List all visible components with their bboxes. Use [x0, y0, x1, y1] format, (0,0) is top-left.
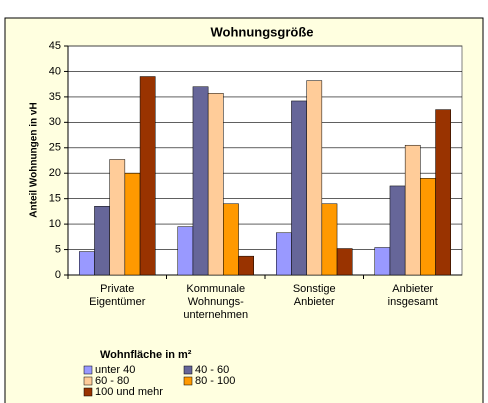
y-tick-label: 25	[49, 142, 61, 154]
bar	[238, 255, 255, 276]
legend-swatch	[183, 365, 193, 375]
bar	[276, 232, 292, 276]
legend-swatch	[83, 387, 93, 397]
bar	[124, 172, 141, 276]
bar	[79, 251, 95, 276]
bar	[404, 144, 421, 276]
legend-label: 40 - 60	[195, 364, 229, 376]
y-tick-label: 20	[49, 167, 61, 179]
y-tick-label: 15	[49, 193, 61, 205]
legend-label: 80 - 100	[195, 375, 235, 387]
bar	[336, 248, 353, 276]
bar	[177, 226, 194, 276]
legend-label: 60 - 80	[95, 375, 129, 387]
bar	[94, 206, 110, 276]
bar	[207, 93, 224, 276]
x-tick-label-line: Private	[100, 283, 134, 295]
legend-title: Wohnfläche in m²	[100, 349, 192, 361]
bar	[321, 203, 338, 276]
legend-swatch	[83, 376, 93, 386]
x-tick-label-line: Anbieter	[392, 283, 433, 295]
x-tick-label: Kommunale Wohnungs-unternehmen	[183, 283, 248, 321]
chart-title: Wohnungsgröße	[210, 24, 313, 39]
y-tick-label: 5	[55, 243, 61, 255]
legend-label: unter 40	[95, 364, 135, 376]
bar	[389, 185, 406, 276]
y-tick-label: 45	[49, 40, 61, 52]
x-tick-label: Anbieter insgesamt	[388, 283, 438, 308]
x-tick-label-line: Eigentümer	[89, 296, 146, 308]
y-tick-label: 35	[49, 91, 61, 103]
x-tick-label-line: Sonstige	[293, 283, 336, 295]
bar	[291, 100, 307, 276]
x-tick-label-line: Wohnungs-	[188, 296, 244, 308]
bar	[109, 159, 126, 276]
bar	[374, 247, 391, 276]
y-tick-label: 0	[55, 269, 61, 281]
y-tick-label: 40	[49, 65, 61, 77]
x-tick-label-line: insgesamt	[388, 296, 438, 308]
bar	[435, 109, 451, 276]
y-tick-label: 10	[49, 218, 61, 230]
bar	[420, 178, 436, 276]
bar	[192, 86, 209, 276]
x-tick-label-line: Kommunale	[186, 283, 245, 295]
legend-label: 100 und mehr	[95, 386, 163, 398]
x-tick-label: Private Eigentümer	[89, 283, 146, 308]
y-tick-label: 30	[49, 116, 61, 128]
bar	[139, 76, 156, 276]
bar	[223, 203, 239, 276]
legend-swatch	[183, 376, 193, 386]
legend-swatch	[83, 365, 93, 375]
x-tick-label: Sonstige Anbieter	[293, 283, 336, 308]
x-tick-label-line: unternehmen	[183, 309, 248, 321]
y-axis-label: Anteil Wohnungen in vH	[29, 102, 40, 217]
bar	[306, 80, 323, 276]
x-tick-label-line: Anbieter	[294, 296, 335, 308]
